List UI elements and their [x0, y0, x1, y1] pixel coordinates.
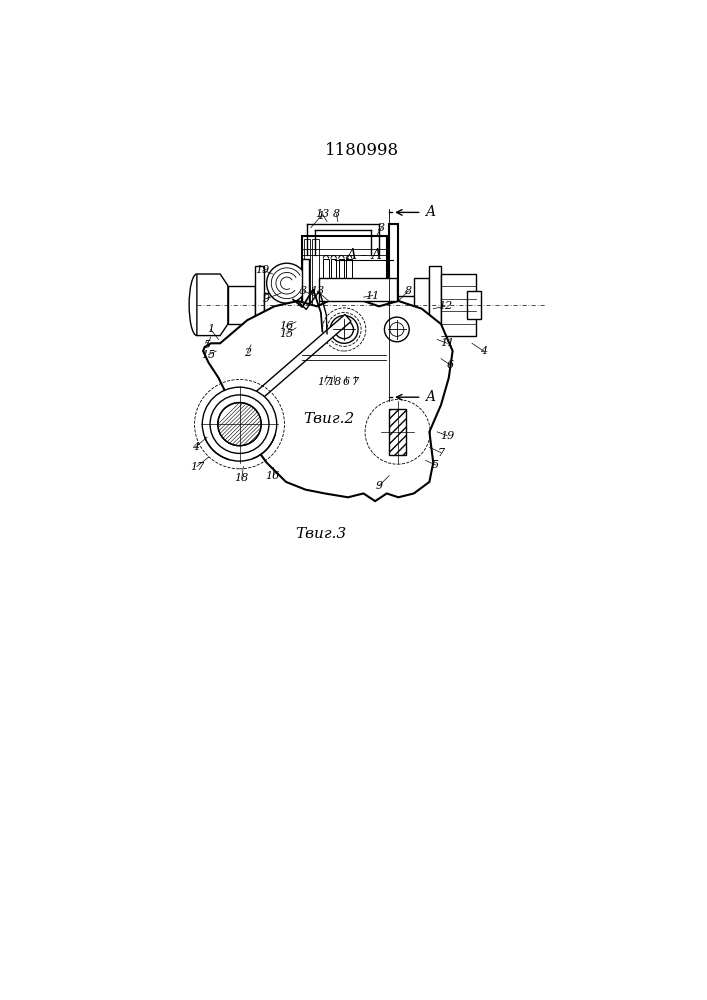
Bar — [389, 224, 398, 386]
Text: 15: 15 — [201, 350, 216, 360]
Polygon shape — [203, 297, 452, 501]
Text: 1: 1 — [317, 211, 325, 221]
Bar — [343, 312, 348, 374]
Text: 5: 5 — [432, 460, 439, 470]
Text: 18: 18 — [327, 377, 341, 387]
Bar — [467, 291, 481, 319]
Bar — [320, 312, 333, 329]
Text: 15: 15 — [279, 329, 293, 339]
Text: Τвиг.2: Τвиг.2 — [303, 412, 354, 426]
Bar — [441, 274, 476, 336]
Text: 3: 3 — [378, 223, 385, 233]
Text: 1: 1 — [207, 324, 214, 334]
Bar — [312, 239, 319, 374]
Bar — [255, 266, 264, 343]
Text: 18: 18 — [235, 473, 249, 483]
Circle shape — [218, 403, 261, 446]
Circle shape — [330, 316, 358, 343]
Text: 16: 16 — [279, 321, 293, 331]
Text: Τвиг.3: Τвиг.3 — [296, 527, 346, 541]
Text: 12: 12 — [438, 301, 452, 311]
Bar — [331, 259, 337, 301]
Text: 6: 6 — [343, 377, 350, 387]
Bar — [414, 278, 429, 332]
Circle shape — [210, 395, 269, 453]
Bar — [346, 259, 352, 301]
Text: 4: 4 — [192, 442, 199, 452]
Text: 9: 9 — [263, 294, 270, 304]
Text: 19: 19 — [440, 431, 455, 441]
Circle shape — [335, 320, 354, 339]
Bar — [323, 259, 329, 301]
Bar — [320, 278, 397, 301]
Bar — [304, 239, 310, 374]
Text: 17: 17 — [317, 377, 332, 387]
Bar — [389, 409, 406, 455]
Bar — [301, 259, 309, 351]
Text: 4: 4 — [480, 346, 487, 356]
Bar — [301, 235, 387, 374]
Circle shape — [202, 387, 276, 461]
Text: 5: 5 — [204, 340, 211, 350]
Text: 2: 2 — [244, 348, 251, 358]
Bar — [320, 280, 333, 297]
Text: 17: 17 — [189, 462, 204, 472]
Text: 1180998: 1180998 — [325, 142, 399, 159]
Text: 16: 16 — [266, 471, 280, 481]
Circle shape — [385, 317, 409, 342]
Text: A – A: A – A — [346, 248, 381, 262]
Bar — [398, 296, 441, 314]
Bar — [264, 293, 301, 316]
Text: 13: 13 — [310, 286, 324, 296]
Text: 11: 11 — [440, 338, 455, 348]
Text: 9: 9 — [375, 481, 382, 491]
Circle shape — [267, 263, 307, 303]
Text: 6: 6 — [447, 360, 454, 370]
Text: 13: 13 — [315, 209, 329, 219]
Polygon shape — [247, 314, 351, 407]
Bar — [429, 266, 441, 343]
Bar — [335, 312, 340, 374]
Bar — [339, 259, 344, 301]
Bar — [360, 296, 391, 314]
Text: 8: 8 — [333, 209, 340, 219]
Text: 3: 3 — [300, 286, 308, 296]
Text: 8: 8 — [405, 286, 412, 296]
Polygon shape — [197, 274, 228, 336]
Text: 19: 19 — [256, 265, 270, 275]
Bar — [228, 286, 255, 324]
Text: 7: 7 — [438, 448, 445, 458]
Text: 7: 7 — [351, 377, 358, 387]
Text: A: A — [426, 390, 436, 404]
Text: 11: 11 — [366, 291, 380, 301]
Text: A: A — [426, 205, 436, 219]
